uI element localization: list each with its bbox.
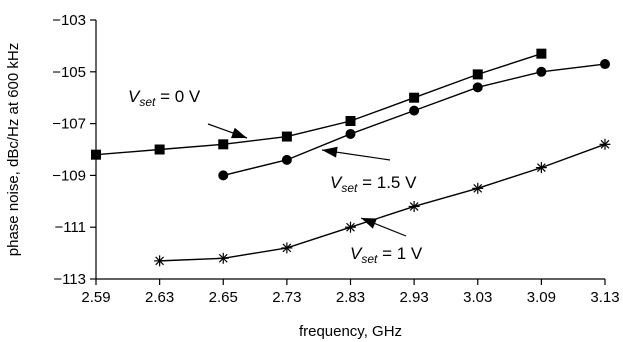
annotation-label: Vset = 0 V bbox=[128, 87, 201, 109]
x-tick-label: 2.65 bbox=[209, 289, 238, 306]
data-point-circle bbox=[281, 154, 292, 165]
asterisk-stroke bbox=[409, 202, 419, 211]
annotation-subscript: set bbox=[341, 181, 358, 195]
data-point-circle bbox=[536, 66, 547, 77]
data-point-asterisk bbox=[217, 252, 229, 264]
annotation-v: V bbox=[330, 173, 343, 192]
y-tick-label: −105 bbox=[52, 64, 86, 81]
annotation-subscript: set bbox=[139, 95, 156, 109]
data-point-circle bbox=[472, 82, 483, 93]
data-point-circle bbox=[218, 170, 229, 181]
asterisk-stroke bbox=[536, 163, 546, 173]
annotation-v: V bbox=[128, 87, 141, 106]
annotation-1: Vset = 1.5 V bbox=[321, 146, 417, 195]
annotation-2: Vset = 1 V bbox=[350, 217, 423, 266]
x-tick-label: 2.63 bbox=[145, 289, 174, 306]
data-point-square bbox=[409, 92, 420, 103]
data-point-asterisk bbox=[472, 182, 484, 194]
annotation-value: = 1.5 V bbox=[357, 173, 417, 192]
asterisk-stroke bbox=[473, 183, 483, 193]
asterisk-stroke bbox=[346, 222, 355, 232]
data-point-square bbox=[218, 139, 229, 150]
annotation-v: V bbox=[350, 244, 363, 263]
data-point-asterisk bbox=[535, 162, 547, 174]
x-tick-label: 2.59 bbox=[81, 289, 110, 306]
data-point-square bbox=[345, 116, 356, 127]
annotation-arrow-head bbox=[231, 127, 247, 139]
data-point-square bbox=[281, 131, 292, 142]
x-tick-label: 2.83 bbox=[336, 289, 365, 306]
x-tick-label: 3.09 bbox=[527, 289, 556, 306]
data-point-circle bbox=[600, 59, 610, 70]
annotation-subscript: set bbox=[361, 252, 378, 266]
data-point-circle bbox=[345, 128, 356, 139]
y-axis-title: phase noise, dBc/Hz at 600 kHz bbox=[5, 43, 22, 256]
asterisk-stroke bbox=[282, 243, 292, 253]
x-tick-label: 3.03 bbox=[463, 289, 492, 306]
data-point-asterisk bbox=[408, 200, 420, 212]
axes bbox=[90, 19, 606, 285]
annotation-arrow-head bbox=[322, 146, 338, 158]
annotation-value: = 1 V bbox=[377, 244, 423, 263]
y-tick-label: −109 bbox=[52, 167, 86, 184]
series-line bbox=[159, 143, 606, 262]
y-tick-label: −107 bbox=[52, 116, 86, 133]
data-point-asterisk bbox=[345, 221, 356, 233]
y-tick-label: −103 bbox=[52, 12, 86, 29]
series-0 bbox=[91, 48, 547, 160]
series-1 bbox=[218, 59, 610, 181]
data-point-asterisk bbox=[599, 138, 611, 150]
y-tick-label: −113 bbox=[53, 271, 86, 288]
annotation-0: Vset = 0 V bbox=[128, 87, 248, 139]
asterisk-stroke bbox=[155, 256, 165, 266]
data-point-square bbox=[536, 48, 547, 59]
data-point-asterisk bbox=[154, 255, 166, 267]
annotation-value: = 0 V bbox=[155, 87, 201, 106]
asterisk-stroke bbox=[218, 253, 228, 263]
x-tick-label: 2.93 bbox=[400, 289, 429, 306]
series-group bbox=[91, 48, 611, 267]
data-point-asterisk bbox=[281, 242, 293, 254]
series-line bbox=[223, 63, 606, 177]
series-line bbox=[95, 53, 542, 156]
y-tick-label: −111 bbox=[54, 219, 86, 236]
data-point-square bbox=[91, 149, 101, 160]
annotation-label: Vset = 1 V bbox=[350, 244, 423, 266]
data-point-square bbox=[154, 144, 165, 155]
data-point-circle bbox=[409, 105, 420, 116]
annotation-label: Vset = 1.5 V bbox=[330, 173, 417, 195]
x-tick-label: 2.73 bbox=[272, 289, 301, 306]
series-2 bbox=[154, 138, 611, 267]
x-axis-title: frequency, GHz bbox=[299, 323, 402, 340]
x-tick-label: 3.13 bbox=[590, 289, 619, 306]
asterisk-stroke bbox=[600, 139, 610, 149]
data-point-square bbox=[472, 69, 483, 80]
annotation-arrow-head bbox=[361, 218, 377, 229]
